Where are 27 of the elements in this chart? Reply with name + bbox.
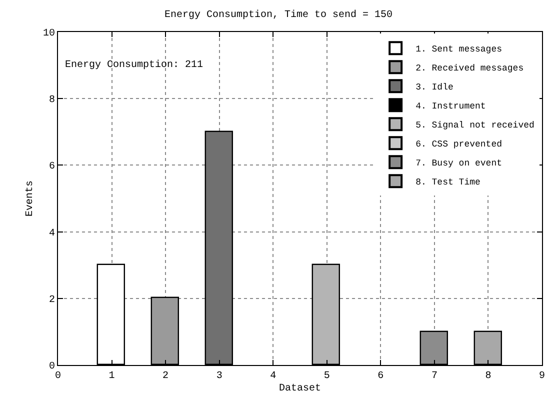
x-tick-label: 3: [216, 371, 222, 382]
legend-label: 5. Signal not received: [416, 120, 534, 131]
x-tick-label: 7: [431, 371, 438, 382]
x-tick-label: 6: [378, 371, 384, 382]
y-axis-title: Events: [24, 180, 36, 217]
x-tick-label: 8: [485, 371, 492, 382]
y-tick-label: 0: [48, 362, 55, 372]
legend-label: 3. Idle: [416, 82, 454, 93]
y-tick-label: 2: [48, 294, 55, 306]
y-tick-label: 10: [42, 28, 55, 40]
chart-title: Energy Consumption, Time to send = 150: [164, 9, 393, 22]
legend-label: 6. CSS prevented: [416, 140, 502, 150]
y-tick-label: 6: [48, 162, 55, 173]
y-tick-label: 4: [48, 228, 55, 240]
legend-label: 8. Test Time: [416, 178, 480, 188]
legend-label: 7. Busy on event: [416, 158, 502, 169]
x-tick-label: 9: [538, 371, 546, 382]
legend-label: 4. Instrument: [416, 102, 486, 112]
x-tick-label: 4: [270, 371, 276, 382]
legend-label: 2. Received messages: [416, 64, 524, 74]
annotation: Energy Consumption: 211: [65, 59, 204, 71]
x-axis-title: Dataset: [278, 384, 322, 394]
y-tick-label: 8: [48, 95, 55, 106]
x-tick-label: 2: [162, 371, 169, 382]
legend-label: 1. Sent messages: [416, 44, 502, 55]
x-tick-label: 1: [108, 371, 115, 382]
x-tick-label: 5: [324, 371, 330, 382]
